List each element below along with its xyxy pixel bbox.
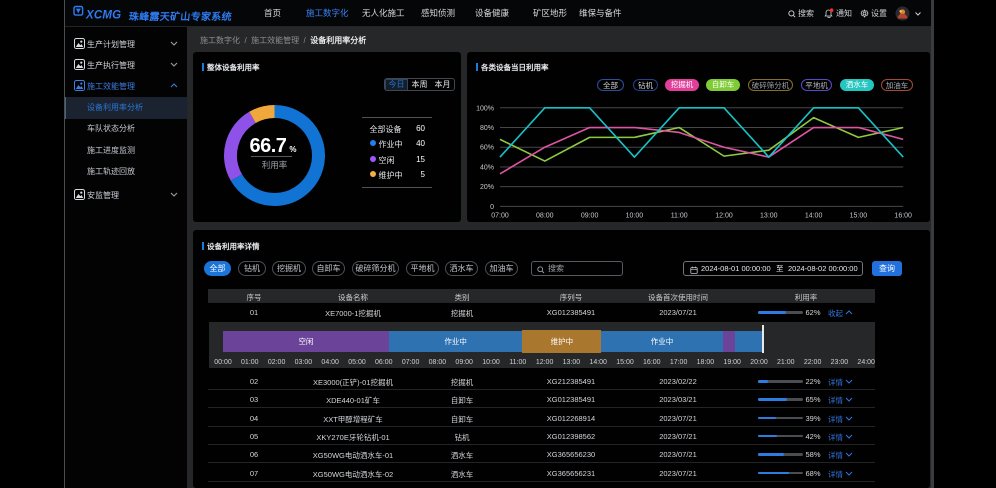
svg-text:10:00: 10:00 <box>626 212 644 219</box>
svg-text:13:00: 13:00 <box>760 212 778 219</box>
svg-text:40%: 40% <box>480 164 494 171</box>
svg-text:09:00: 09:00 <box>581 212 599 219</box>
svg-text:11:00: 11:00 <box>671 212 688 219</box>
svg-text:20%: 20% <box>480 184 494 191</box>
svg-text:0: 0 <box>490 204 494 211</box>
svg-text:100%: 100% <box>476 105 494 112</box>
svg-text:80%: 80% <box>480 125 494 132</box>
svg-text:07:00: 07:00 <box>491 212 509 219</box>
svg-text:12:00: 12:00 <box>715 212 733 219</box>
svg-text:08:00: 08:00 <box>536 212 554 219</box>
svg-text:XCMG: XCMG <box>85 10 121 22</box>
svg-text:14:00: 14:00 <box>805 212 823 219</box>
svg-text:16:00: 16:00 <box>894 212 912 219</box>
svg-text:60%: 60% <box>480 145 494 152</box>
svg-text:15:00: 15:00 <box>850 212 868 219</box>
